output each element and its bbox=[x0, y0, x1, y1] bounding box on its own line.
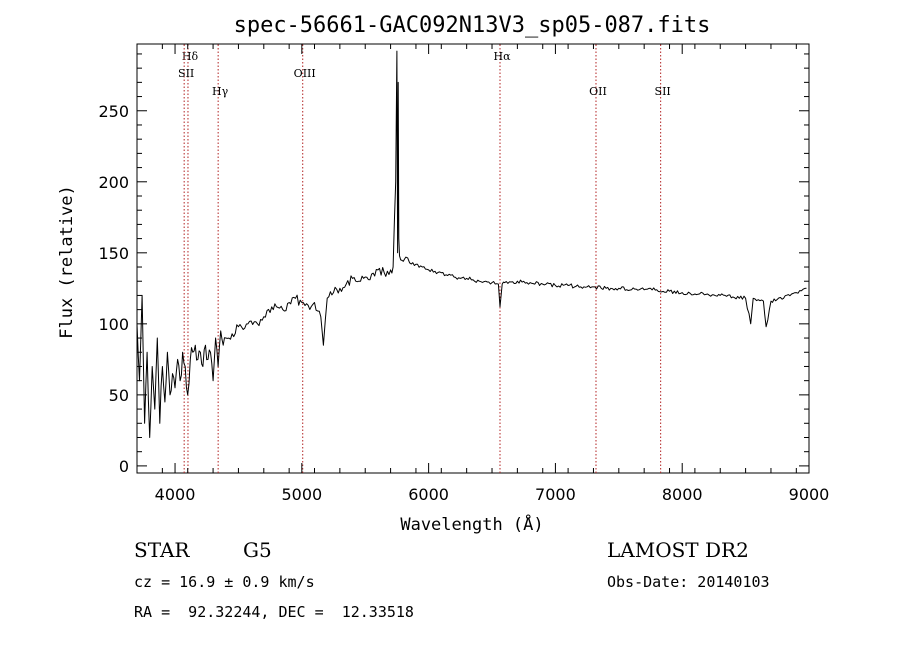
x-tick-label: 8000 bbox=[662, 485, 703, 504]
x-tick-label: 4000 bbox=[155, 485, 196, 504]
spectral-line-label: Hγ bbox=[212, 85, 229, 98]
coordinates-text: RA = 92.32244, DEC = 12.33518 bbox=[134, 603, 414, 621]
spectral-line-label: SII bbox=[655, 85, 671, 98]
y-tick-label: 250 bbox=[98, 102, 129, 121]
y-tick-label: 100 bbox=[98, 315, 129, 334]
x-axis-label: Wavelength (Å) bbox=[400, 513, 543, 535]
spectral-line-label: OII bbox=[589, 85, 607, 98]
spectrum-line bbox=[136, 50, 807, 438]
y-tick-label: 50 bbox=[109, 386, 129, 405]
object-subclass: G5 bbox=[243, 538, 272, 562]
y-axis-label: Flux (relative) bbox=[57, 185, 77, 339]
y-tick-label: 150 bbox=[98, 244, 129, 263]
survey-name: LAMOST DR2 bbox=[607, 538, 749, 562]
spectral-line-markers: Hδ SII Hγ OIII Hα OII SII bbox=[178, 44, 671, 473]
axis-ticks: 4000 5000 6000 7000 8000 9000 0 50 100 150 200 250 bbox=[98, 44, 829, 504]
spectral-line-label: Hδ bbox=[182, 50, 199, 63]
observation-date: Obs-Date: 20140103 bbox=[607, 573, 770, 591]
x-tick-label: 7000 bbox=[535, 485, 576, 504]
spectral-line-label: Hα bbox=[493, 50, 511, 63]
x-tick-label: 6000 bbox=[408, 485, 449, 504]
redshift-text: cz = 16.9 ± 0.9 km/s bbox=[134, 573, 315, 591]
y-tick-label: 0 bbox=[119, 457, 129, 476]
object-class: STAR bbox=[134, 538, 190, 562]
y-tick-label: 200 bbox=[98, 173, 129, 192]
spectral-line-label: SII bbox=[178, 67, 194, 80]
chart-title: spec-56661-GAC092N13V3_sp05-087.fits bbox=[234, 13, 711, 38]
x-tick-label: 9000 bbox=[789, 485, 830, 504]
x-tick-label: 5000 bbox=[281, 485, 322, 504]
spectral-line-label: OIII bbox=[294, 67, 316, 80]
plot-frame bbox=[136, 43, 810, 474]
